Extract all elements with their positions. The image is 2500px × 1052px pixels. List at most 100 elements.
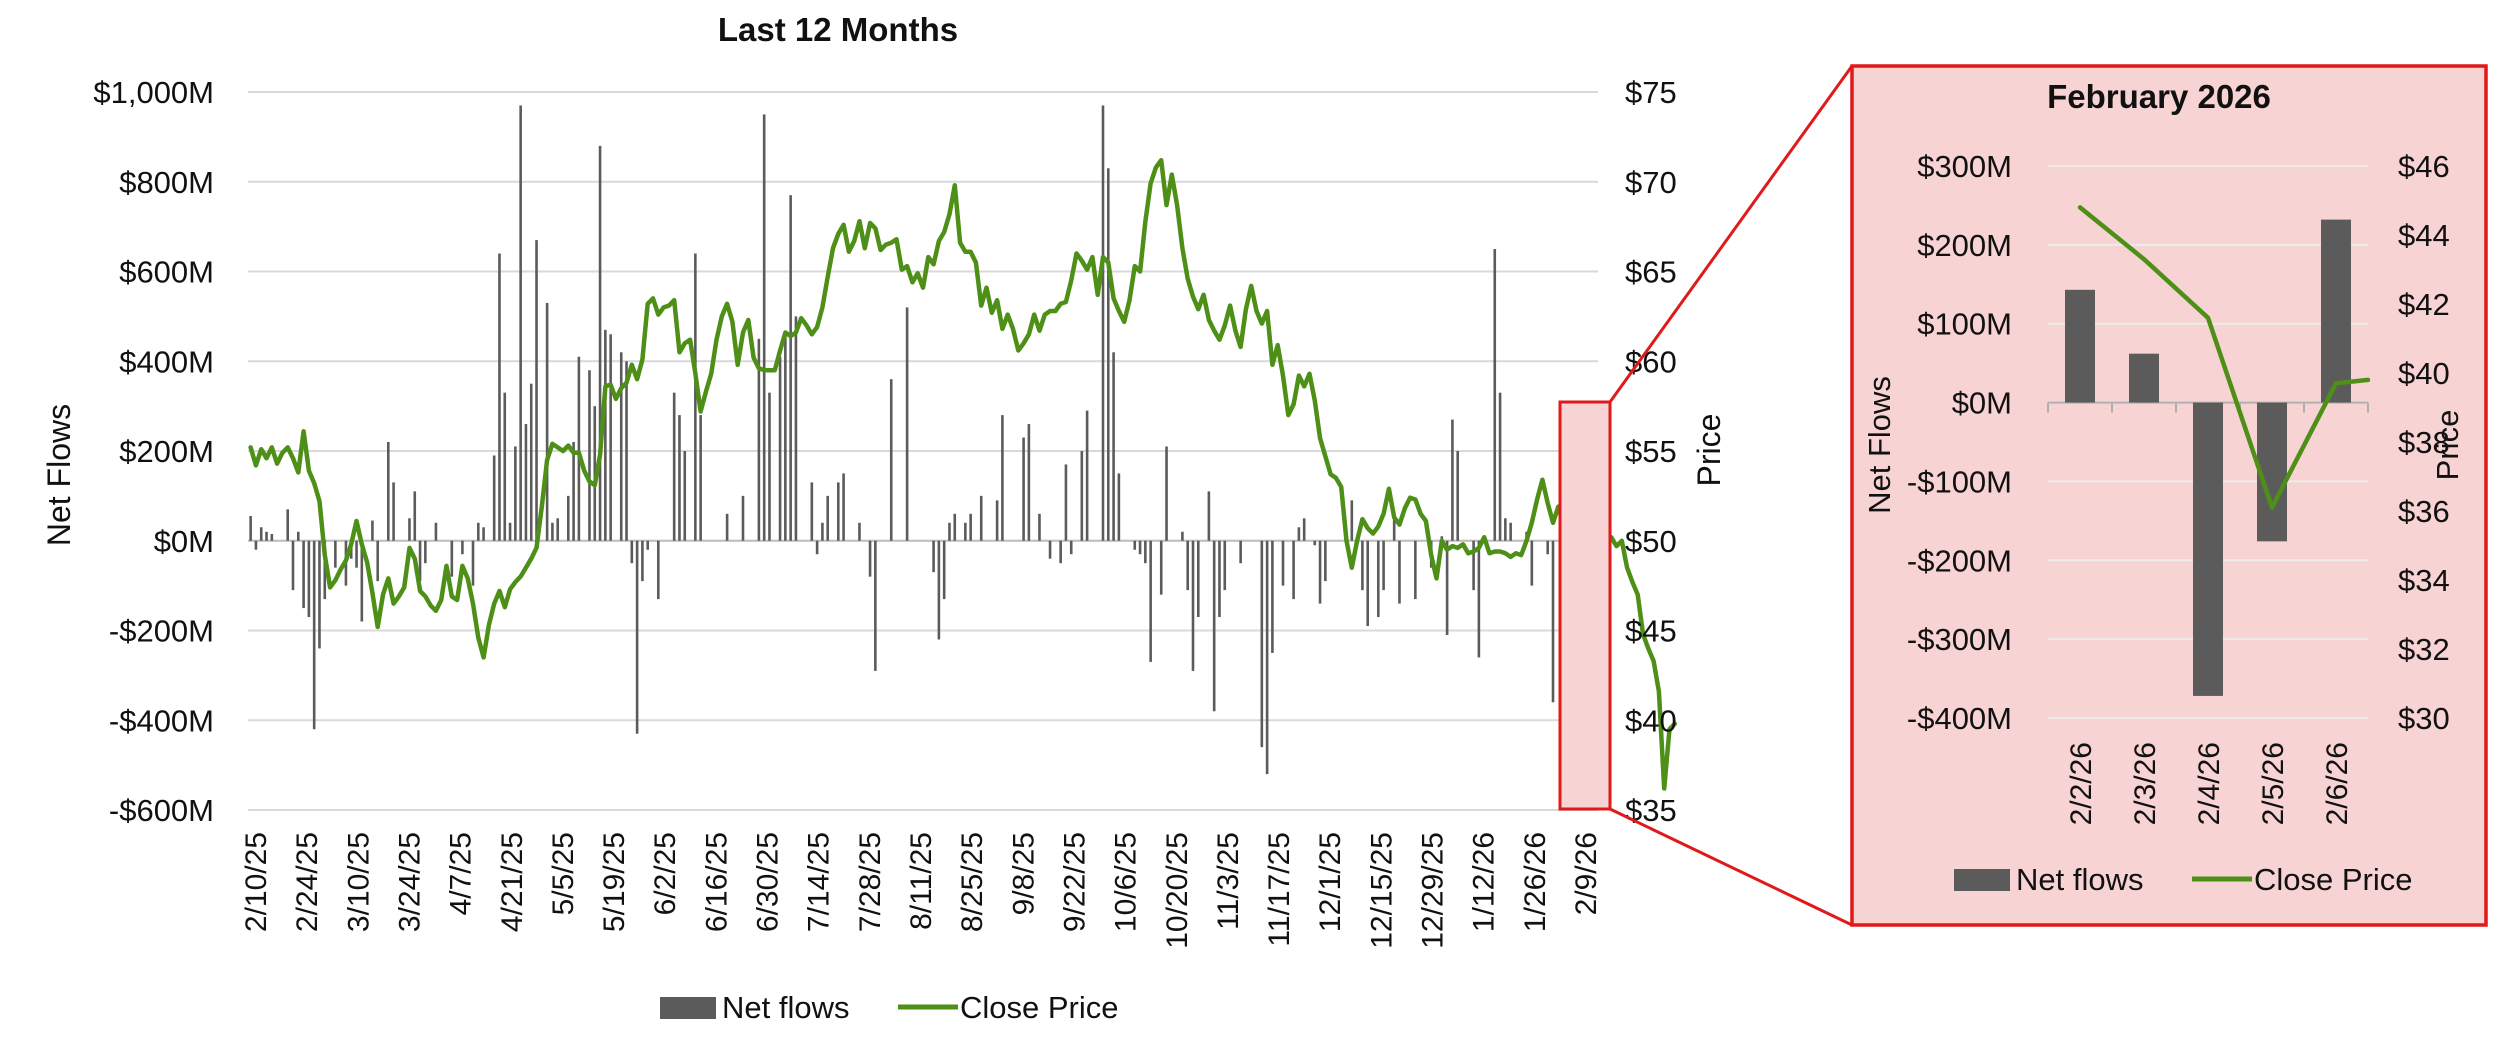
net-flow-bar xyxy=(604,329,607,541)
main-x-tick-label: 10/20/25 xyxy=(1161,832,1194,949)
inset-y-tick-label: -$200M xyxy=(1907,543,2012,578)
main-x-tick-label: 7/28/25 xyxy=(854,832,887,932)
net-flow-bar xyxy=(678,415,681,541)
main-gridlines xyxy=(248,91,1598,811)
net-flow-bar xyxy=(323,540,327,600)
main-net-flows-bars xyxy=(249,105,1597,779)
main-x-tick-label: 1/12/26 xyxy=(1468,832,1501,932)
legend-swatch-net-flows xyxy=(660,997,716,1019)
main-y2-tick-label: $65 xyxy=(1625,255,1677,290)
net-flow-bar xyxy=(1069,540,1073,555)
net-flow-bar xyxy=(868,540,872,577)
main-x-tick-label: 12/29/25 xyxy=(1417,832,1450,949)
net-flow-bar xyxy=(1239,540,1242,564)
net-flow-bar xyxy=(1149,540,1152,662)
net-flow-bar xyxy=(1472,540,1475,591)
net-flow-bar xyxy=(519,105,522,541)
inset-left-axis-label: Net Flows xyxy=(1862,376,1897,514)
main-y-tick-label: $400M xyxy=(119,344,214,379)
net-flow-bar xyxy=(1324,540,1327,582)
main-x-tick-label: 12/1/25 xyxy=(1314,832,1347,932)
net-flow-bar xyxy=(842,473,845,541)
net-flow-bar xyxy=(641,540,644,582)
main-left-axis-ticks: $1,000M $800M $600M $400M $200M $0M -$200M -$40… xyxy=(93,75,214,828)
net-flow-bar xyxy=(815,540,819,555)
net-flow-bar xyxy=(1493,249,1497,541)
net-flow-bar xyxy=(1106,168,1110,541)
net-flow-bar xyxy=(503,392,507,541)
net-flow-bar xyxy=(535,240,538,541)
inset-x-tick-label: 2/3/26 xyxy=(2129,742,2162,825)
main-x-tick-label: 6/2/25 xyxy=(649,832,682,915)
net-flow-bar xyxy=(1297,527,1301,541)
net-flow-bar xyxy=(302,540,305,609)
net-flow-bar xyxy=(953,513,957,541)
net-flow-bar xyxy=(259,527,263,541)
net-flow-bar xyxy=(524,424,528,541)
zoom-highlight-box xyxy=(1558,400,1612,811)
inset-y2-tick-label: $42 xyxy=(2398,287,2450,322)
inset-net-flow-bar xyxy=(2129,353,2159,403)
inset-y2-tick-label: $34 xyxy=(2398,563,2450,598)
inset-y2-tick-label: $40 xyxy=(2398,356,2450,391)
legend-label-close-price: Close Price xyxy=(960,990,1119,1025)
inset-right-axis-label: Price xyxy=(2430,410,2465,481)
net-flow-bar xyxy=(964,522,967,541)
net-flow-bar xyxy=(498,253,501,541)
net-flow-bar xyxy=(508,522,512,541)
main-x-tick-label: 4/21/25 xyxy=(496,832,529,932)
net-flow-bar xyxy=(635,540,639,734)
net-flow-bar xyxy=(254,540,258,550)
net-flow-bar xyxy=(1059,540,1062,564)
net-flow-bar xyxy=(1392,513,1396,541)
net-flow-bar xyxy=(1398,540,1401,604)
main-right-axis-label: Price xyxy=(1691,414,1727,487)
net-flow-bar xyxy=(376,540,380,582)
inset-legend-label-net-flows: Net flows xyxy=(2016,862,2143,897)
net-flow-bar xyxy=(1138,540,1142,555)
net-flow-bar xyxy=(630,540,634,564)
inset-right-axis-ticks: $46 $44 $42 $40 $38 $36 $34 $32 $30 xyxy=(2398,149,2450,736)
inset-y2-tick-label: $38 xyxy=(2398,425,2450,460)
main-x-tick-label: 5/5/25 xyxy=(547,832,580,915)
net-flow-bar xyxy=(810,482,814,541)
net-flow-bar xyxy=(318,540,321,649)
inset-close-price-line xyxy=(2077,205,2371,510)
net-flow-bar xyxy=(757,338,761,541)
net-flow-bar xyxy=(588,370,591,541)
net-flow-bar xyxy=(1451,419,1454,541)
net-flow-bar xyxy=(476,522,480,541)
net-flow-bar xyxy=(492,455,496,541)
main-y-tick-label: $600M xyxy=(119,255,214,290)
inset-x-tick-label: 2/6/26 xyxy=(2321,742,2354,825)
inset-y-tick-label: -$300M xyxy=(1907,622,2012,657)
inset-net-flow-bar xyxy=(2065,289,2095,403)
callout-line-bottom xyxy=(1609,807,1853,927)
net-flow-bar xyxy=(360,540,364,622)
main-y-tick-label: $1,000M xyxy=(93,75,214,110)
inset-y-tick-label: -$400M xyxy=(1907,701,2012,736)
main-y2-tick-label: $55 xyxy=(1625,434,1677,469)
net-flow-bar xyxy=(768,392,771,541)
net-flow-bar xyxy=(514,446,517,541)
main-x-axis-ticks: 2/10/25 2/24/25 3/10/25 3/24/25 4/7/25 4/21/2… xyxy=(240,832,1603,949)
net-flow-bar xyxy=(355,540,358,568)
net-flow-bar xyxy=(413,491,417,541)
main-x-tick-label: 3/10/25 xyxy=(342,832,375,932)
net-flow-bar xyxy=(1064,464,1068,541)
net-flow-bar xyxy=(1022,437,1025,541)
net-flow-bar xyxy=(545,302,549,541)
net-flow-bar xyxy=(821,522,824,541)
net-flow-bar xyxy=(932,540,935,573)
net-flow-bar xyxy=(858,522,861,541)
inset-y2-tick-label: $36 xyxy=(2398,494,2450,529)
net-flow-bar xyxy=(656,540,660,600)
net-flow-bar xyxy=(1414,540,1417,600)
main-x-tick-label: 9/22/25 xyxy=(1058,832,1091,932)
net-flow-bar xyxy=(1218,540,1221,618)
net-flow-bar xyxy=(434,522,438,541)
net-flow-bar xyxy=(1302,518,1306,541)
main-x-tick-label: 9/8/25 xyxy=(1007,832,1040,915)
net-flow-bar xyxy=(1223,540,1227,591)
